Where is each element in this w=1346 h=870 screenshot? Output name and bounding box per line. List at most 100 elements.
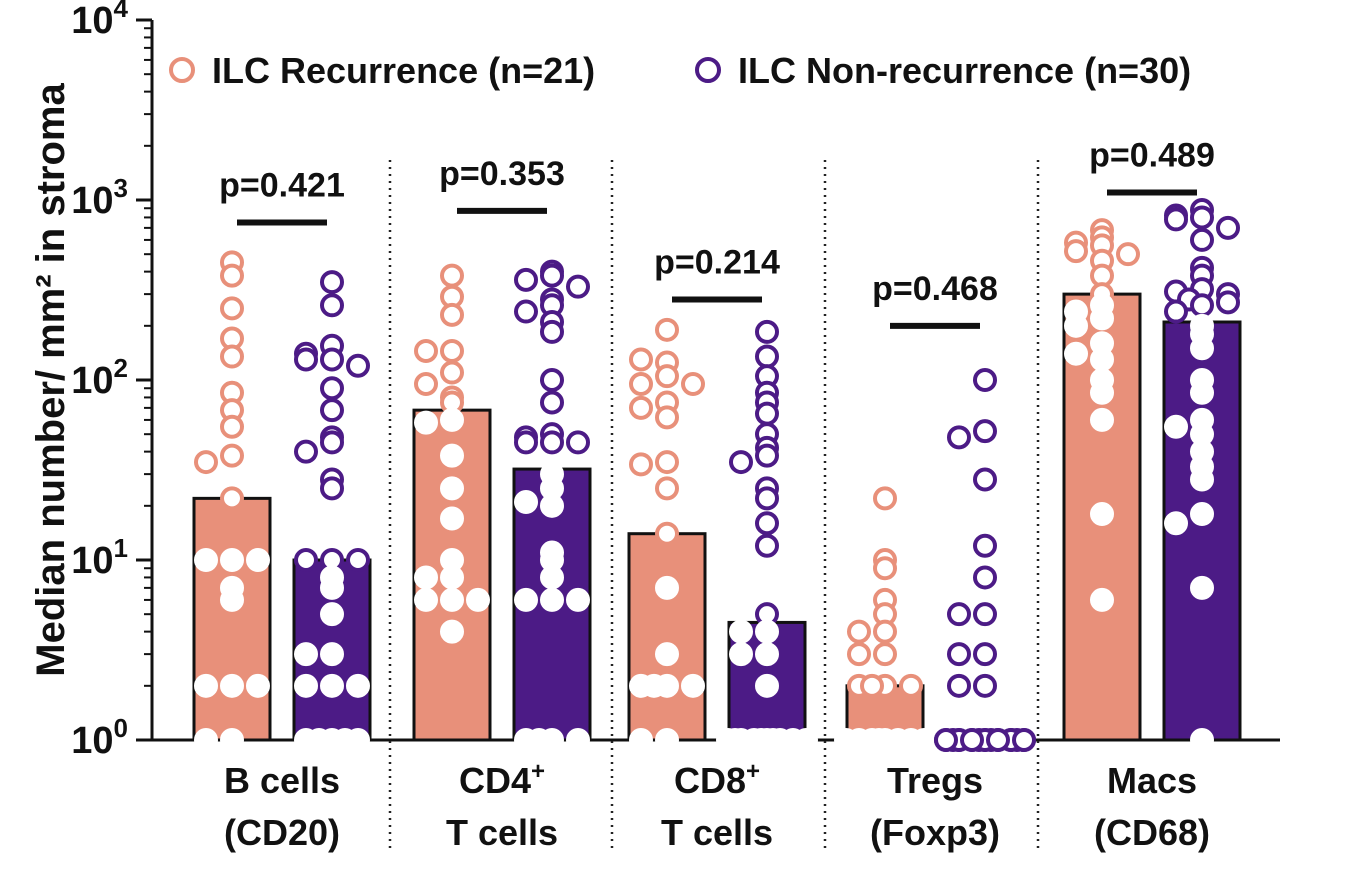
data-point [794,728,818,752]
data-point [440,443,464,468]
y-axis-label: Median number/ mm² in stroma [29,83,73,677]
data-point [1216,215,1240,240]
data-point [860,673,884,698]
data-point [655,521,679,546]
y-axis: 100 101 102 103 104 [71,0,154,762]
data-point [655,405,679,430]
legend-marker [695,57,721,83]
data-point [642,673,666,698]
data-point [986,728,1010,752]
data-point [755,486,779,511]
data-point [681,372,705,397]
data-point [723,728,747,752]
legend: ILC Recurrence (n=21) ILC Non-recurrence … [169,50,1191,91]
data-point [655,728,679,752]
data-point [1190,467,1214,492]
y-tick-label: 102 [71,353,128,402]
data-point [755,511,779,536]
data-point [1090,502,1114,527]
data-point [246,673,270,698]
y-tick-label: 103 [71,173,128,222]
x-tick-label: CD8+ [674,758,760,801]
data-point [1064,341,1088,366]
data-point [1090,587,1114,612]
data-point [414,338,438,363]
data-point [655,575,679,600]
x-tick-label-line2: T cells [661,812,773,853]
p-value-annotations: p=0.421 p=0.353 p=0.214 p=0.468 p=0.489 [219,137,1215,329]
data-point [194,728,218,752]
data-point [1190,502,1214,527]
data-point [220,587,244,612]
data-point [246,548,270,572]
data-point [566,430,590,455]
data-point [1190,205,1214,230]
data-point [307,728,331,752]
data-point [320,347,344,372]
data-point [320,575,344,600]
data-point [320,430,344,455]
data-point [947,673,971,698]
data-point [320,376,344,401]
data-point [847,619,871,644]
data-point [220,486,244,511]
data-point [873,486,897,511]
group-separators [388,160,1040,850]
data-point [294,548,318,572]
data-point [440,565,464,590]
legend-label: ILC Recurrence (n=21) [212,50,595,91]
data-point [947,602,971,627]
data-point [540,368,564,392]
data-point [346,548,370,572]
data-point [414,565,438,590]
data-point [973,368,997,392]
data-point [440,302,464,327]
data-point [540,263,564,288]
data-point [1190,380,1214,405]
data-point [540,390,564,415]
data-point [346,673,370,698]
x-tick-label-line2: (Foxp3) [870,812,1000,853]
data-point [440,338,464,363]
data-point [466,587,490,612]
data-point [912,728,936,752]
data-point [1090,347,1114,372]
x-tick-label: B cells [224,760,340,801]
data-point [566,728,590,752]
data-point [655,317,679,342]
data-point [414,372,438,397]
data-point [540,565,564,590]
data-point [973,565,997,590]
data-point [540,319,564,344]
data-point [629,728,653,752]
data-point [320,642,344,667]
data-point [1090,407,1114,432]
data-point [440,263,464,288]
data-point [440,506,464,531]
data-point [540,587,564,612]
p-value-label: p=0.421 [219,166,345,204]
data-point [873,556,897,581]
data-point [220,673,244,698]
data-point [514,490,538,515]
data-point [629,395,653,420]
data-point [440,407,464,432]
p-value-label: p=0.214 [654,244,780,282]
x-axis: B cells (CD20) CD4+ T cells CD8+ T cells Tregs… [152,738,1280,853]
data-point [1190,575,1214,600]
data-point [729,619,753,644]
x-tick-label-line2: T cells [446,812,558,853]
data-point [681,673,705,698]
data-point [755,673,779,698]
data-point [294,642,318,667]
data-point [320,673,344,698]
bar [627,532,707,742]
data-point [755,319,779,344]
data-point [440,476,464,501]
data-point [346,353,370,378]
data-point [973,533,997,558]
y-axis-label-group: Median number/ mm² in stroma [29,83,73,677]
data-point [333,728,357,752]
data-point [194,673,218,698]
data-point [655,450,679,475]
